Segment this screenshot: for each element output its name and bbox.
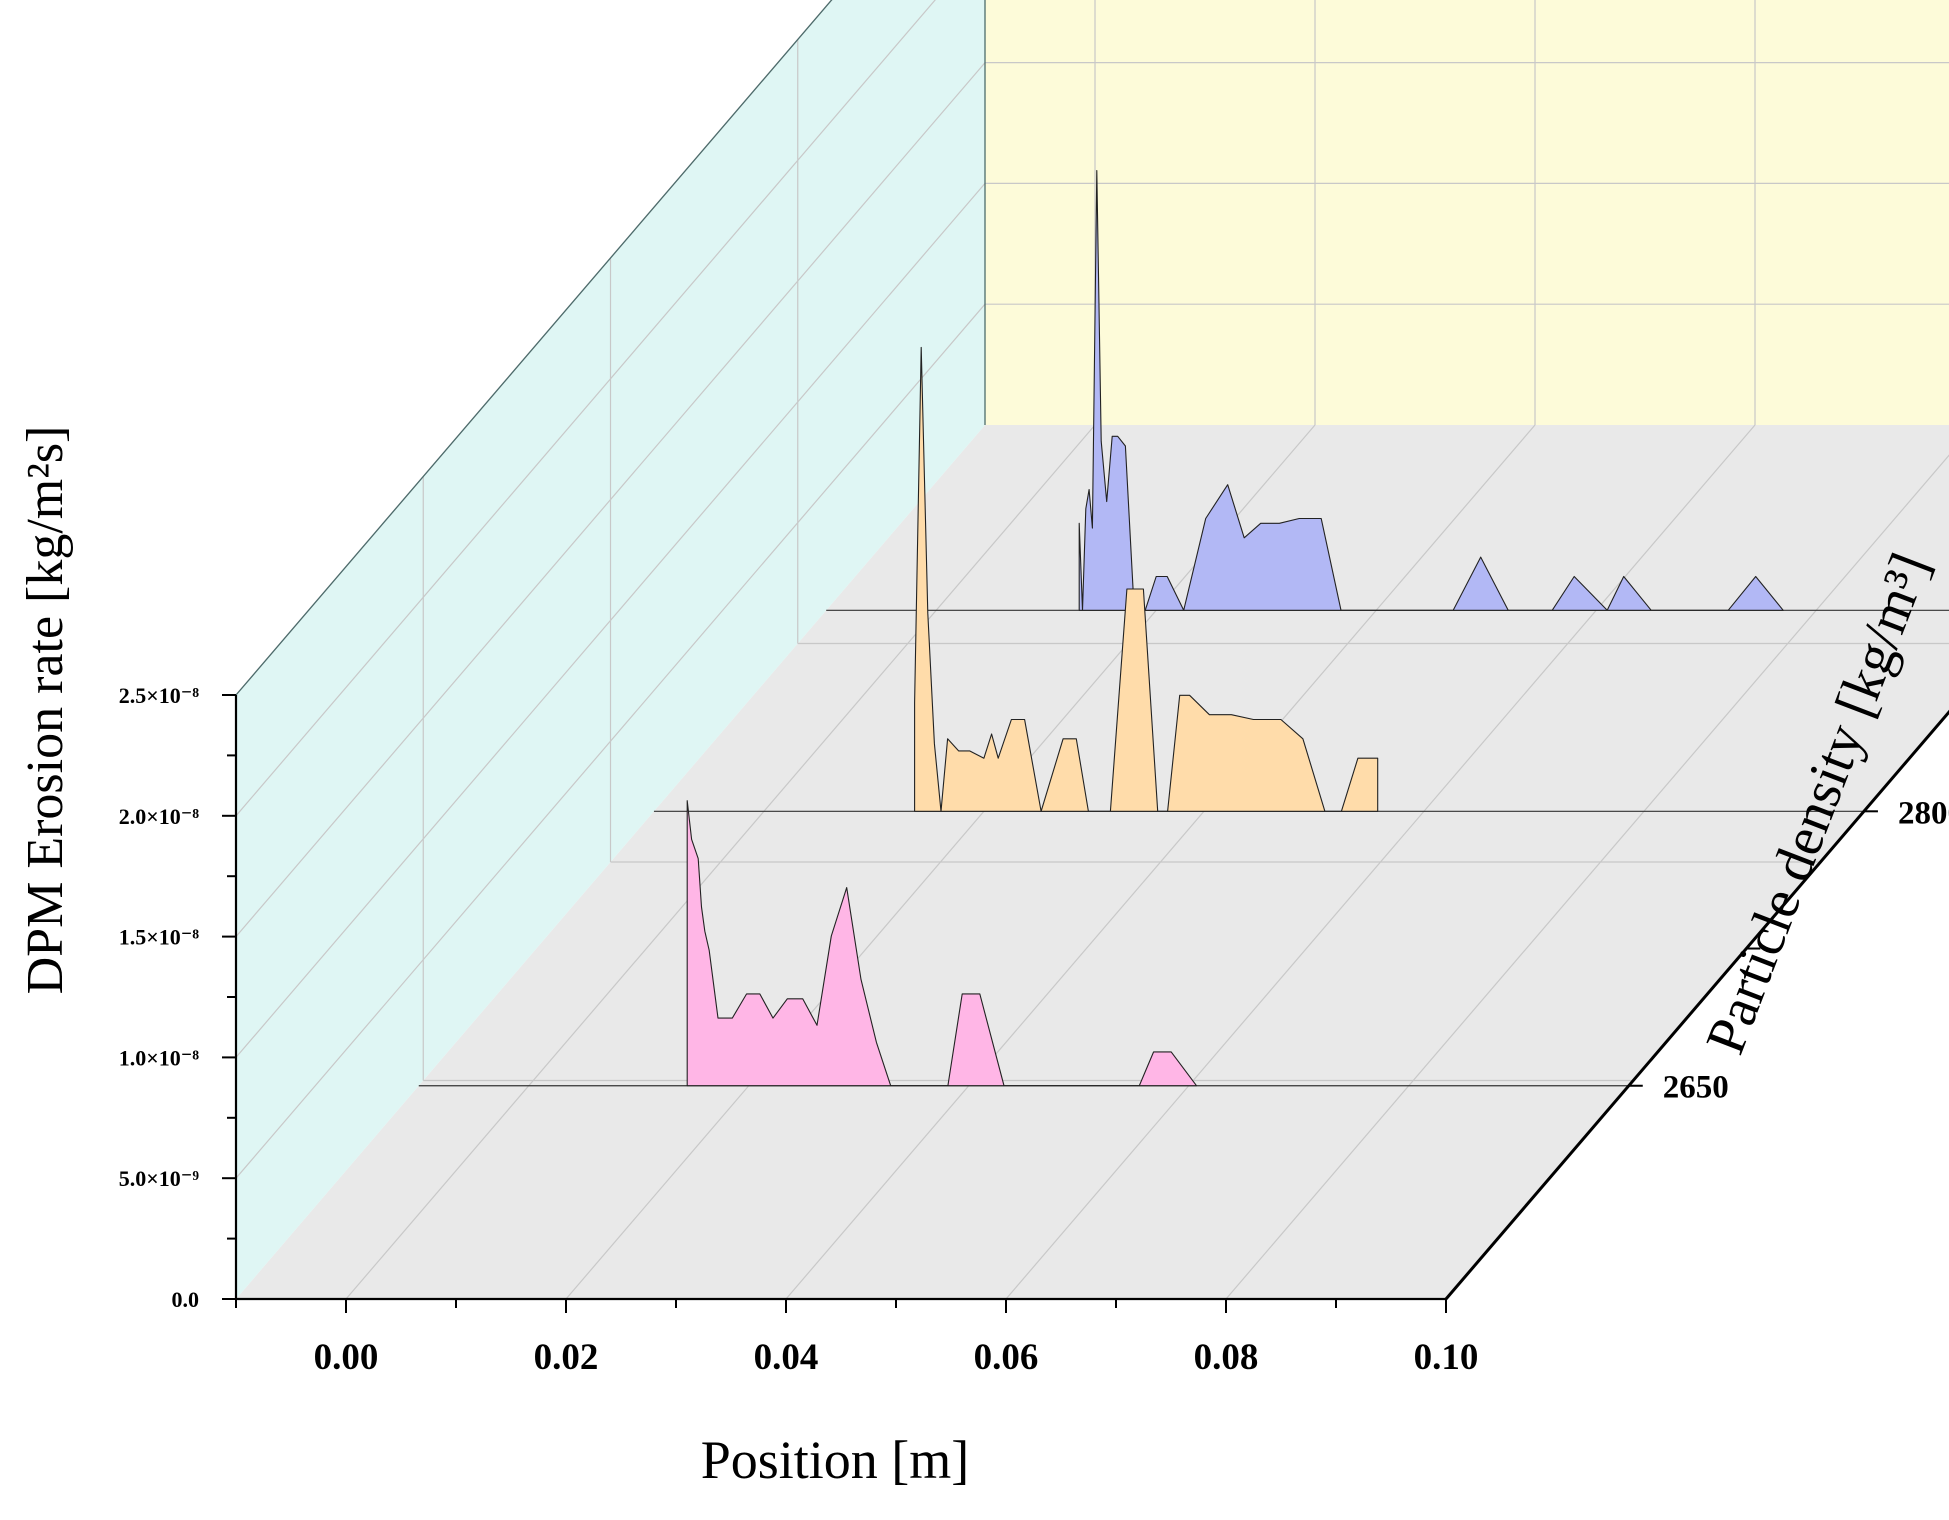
y-tick-label-4: 2.0×10⁻⁸ xyxy=(119,804,200,829)
x-tick-label-5: 0.10 xyxy=(1414,1337,1479,1378)
series-area-2650 xyxy=(686,800,1198,1087)
y-tick-label-3: 1.5×10⁻⁸ xyxy=(119,925,200,950)
y-tick-label-2: 1.0×10⁻⁸ xyxy=(119,1045,200,1070)
chart-axes xyxy=(222,694,1949,1313)
x-tick-label-1: 0.02 xyxy=(534,1337,599,1378)
side-grid-y-3 xyxy=(235,62,986,937)
side-grid-y-4 xyxy=(235,0,936,817)
series-2800 xyxy=(653,346,1864,812)
y-axis-title: DPM Erosion rate [kg/m²s] xyxy=(17,426,74,995)
depth-tick-label-2650: 2650 xyxy=(1663,1070,1729,1106)
side-grid-y-1 xyxy=(235,303,986,1179)
x-axis-title: Position [m] xyxy=(701,1430,970,1490)
y-tick-label-5: 2.5×10⁻⁸ xyxy=(119,683,200,708)
x-tick-label-4: 0.08 xyxy=(1194,1337,1259,1378)
series-layer xyxy=(418,170,1949,1087)
x-tick-label-2: 0.04 xyxy=(754,1337,819,1378)
side-grid-y-2 xyxy=(235,183,986,1058)
series-2650 xyxy=(418,800,1629,1087)
depth-axis-line xyxy=(1444,709,1949,1300)
series-area-3580 xyxy=(1078,170,1784,611)
series-3580 xyxy=(826,170,1949,611)
y-tick-label-0: 0.0 xyxy=(172,1287,200,1312)
depth-tick-label-2800: 2800 xyxy=(1898,795,1949,831)
x-tick-label-3: 0.06 xyxy=(974,1337,1039,1378)
y-tick-label-1: 5.0×10⁻⁹ xyxy=(119,1166,200,1191)
x-tick-label-0: 0.00 xyxy=(314,1337,379,1378)
series-area-2800 xyxy=(914,346,1379,812)
back-wall xyxy=(985,0,1949,425)
side-wall-top-edge xyxy=(235,0,833,696)
